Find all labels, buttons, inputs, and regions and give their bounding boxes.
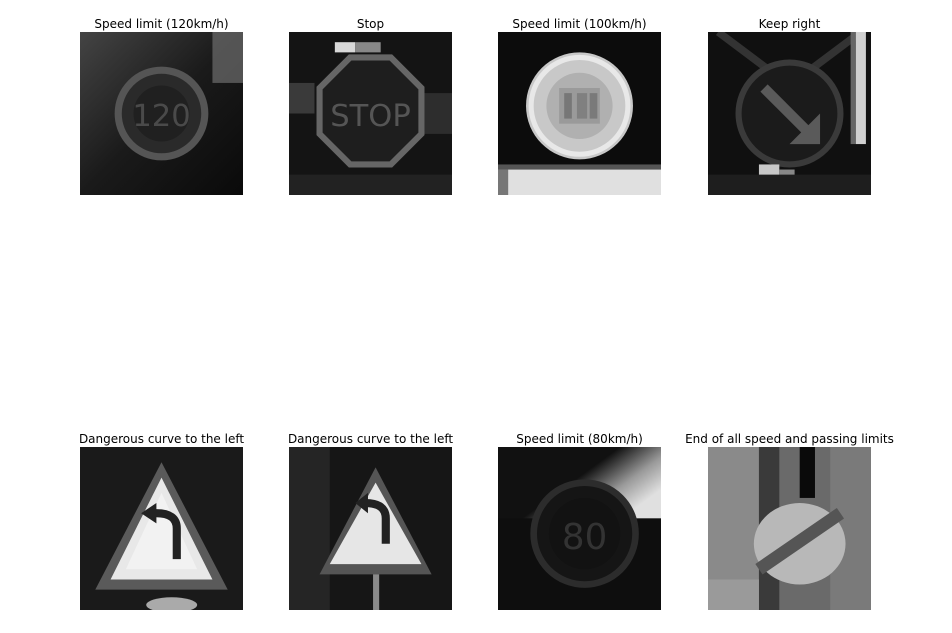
sign-image-stop: STOP [289,32,452,195]
panel-title: Speed limit (100km/h) [512,17,647,31]
panel-title: End of all speed and passing limits [685,432,894,446]
panel-title: Dangerous curve to the left [287,432,454,446]
panel-title: Speed limit (120km/h) [94,17,229,31]
svg-text:80: 80 [562,517,607,558]
panel-title: Speed limit (80km/h) [516,432,643,446]
panel-title: Dangerous curve to the left [78,432,245,446]
svg-text:STOP: STOP [330,99,411,134]
panel-title: Keep right [758,17,821,31]
sign-image-dangerous-curve-left-2 [289,447,452,610]
sign-image-speed-limit-120: 120 [80,32,243,195]
sign-image-dangerous-curve-left-1 [80,447,243,610]
sign-image-speed-limit-100 [498,32,661,195]
sign-image-keep-right [708,32,871,195]
svg-text:120: 120 [132,99,190,134]
sign-image-speed-limit-80: 80 [498,447,661,610]
panel-title: Stop [356,17,385,31]
sign-image-end-of-limits [708,447,871,610]
